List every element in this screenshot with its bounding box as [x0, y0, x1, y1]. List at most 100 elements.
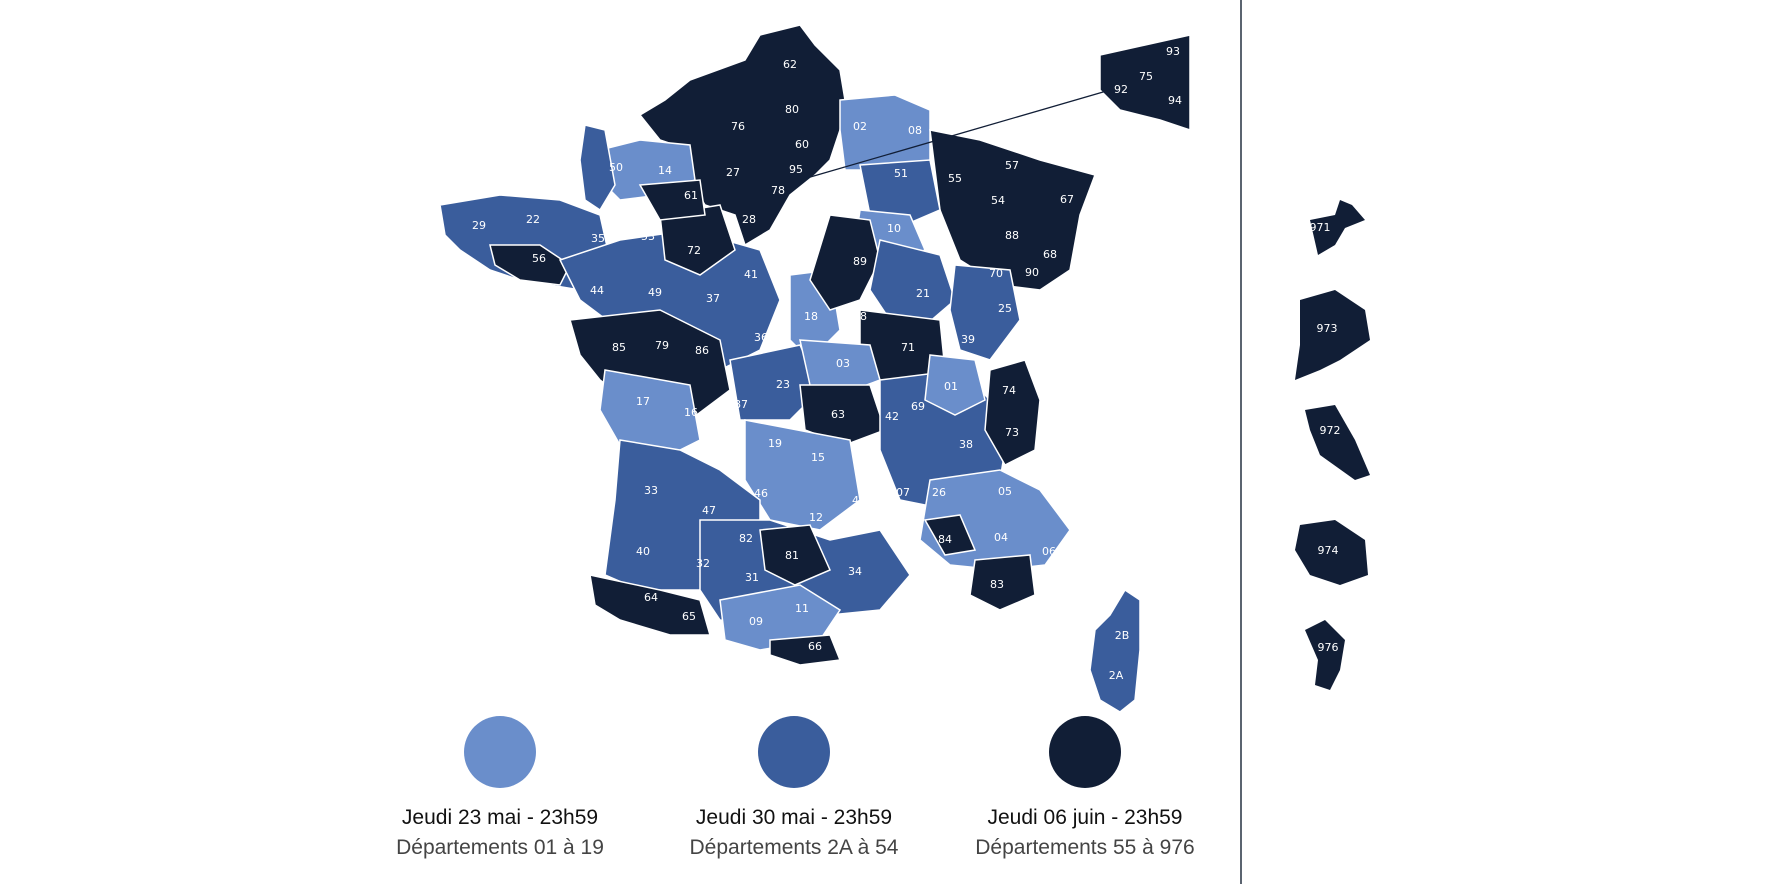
- region-shape-manche: [579, 124, 616, 212]
- department-label-29: 29: [472, 219, 486, 232]
- department-label-32: 32: [696, 557, 710, 570]
- legend-date: Jeudi 23 mai - 23h59: [401, 806, 599, 829]
- department-label-2B: 2B: [1115, 629, 1130, 642]
- region-shape-franche-comte: [949, 264, 1021, 361]
- department-label-37: 37: [706, 292, 720, 305]
- department-label-90: 90: [1025, 266, 1039, 279]
- department-label-972: 972: [1320, 424, 1341, 437]
- department-label-27: 27: [726, 166, 740, 179]
- department-label-76: 76: [731, 120, 745, 133]
- department-label-44: 44: [590, 284, 604, 297]
- region-shape-savoie: [984, 359, 1041, 466]
- department-label-25: 25: [998, 302, 1012, 315]
- region-shape-puy-de-dome: [799, 384, 886, 446]
- department-label-31: 31: [745, 571, 759, 584]
- department-label-85: 85: [612, 341, 626, 354]
- department-label-07: 07: [896, 486, 910, 499]
- department-label-43: 43: [869, 455, 883, 468]
- department-label-61: 61: [684, 189, 698, 202]
- department-label-57: 57: [1005, 159, 1019, 172]
- department-label-21: 21: [916, 287, 930, 300]
- region-shape-bourgogne-north: [809, 214, 881, 311]
- department-label-53: 53: [641, 230, 655, 243]
- department-label-68: 68: [1043, 248, 1057, 261]
- department-label-03: 03: [836, 357, 850, 370]
- department-label-51: 51: [894, 167, 908, 180]
- legend-date: Jeudi 30 mai - 23h59: [695, 806, 893, 829]
- department-label-56: 56: [532, 252, 546, 265]
- department-label-06: 06: [1042, 545, 1056, 558]
- paris-inset-connector: [799, 89, 1111, 181]
- legend-item-phase-3: Jeudi 06 juin - 23h59 Départements 55 à …: [955, 716, 1215, 860]
- paris-inset-shape: [1099, 34, 1191, 132]
- legend-range: Départements 2A à 54: [689, 836, 899, 859]
- region-shape-corse: [1089, 588, 1141, 713]
- department-label-94: 94: [1168, 94, 1182, 107]
- department-label-79: 79: [655, 339, 669, 352]
- department-label-65: 65: [682, 610, 696, 623]
- department-label-16: 16: [684, 406, 698, 419]
- region-shape-tarn: [759, 524, 831, 586]
- region-shape-pyrenees-orientales: [769, 634, 842, 666]
- department-label-971: 971: [1310, 221, 1331, 234]
- department-label-92: 92: [1114, 83, 1128, 96]
- department-label-55: 55: [948, 172, 962, 185]
- department-label-93: 93: [1166, 45, 1180, 58]
- department-label-974: 974: [1318, 544, 1339, 557]
- department-label-81: 81: [785, 549, 799, 562]
- legend-color-swatch: [464, 716, 536, 788]
- department-label-75: 75: [1139, 70, 1153, 83]
- department-label-46: 46: [754, 487, 768, 500]
- map-shapes: [439, 24, 1370, 713]
- department-label-34: 34: [848, 565, 862, 578]
- department-label-84: 84: [938, 533, 952, 546]
- overseas-shape-976: [1305, 620, 1345, 690]
- department-label-78: 78: [771, 184, 785, 197]
- department-label-47: 47: [702, 504, 716, 517]
- section-divider: [1240, 0, 1242, 884]
- department-label-39: 39: [961, 333, 975, 346]
- region-shape-marne: [859, 159, 941, 226]
- legend-range: Départements 01 à 19: [396, 836, 604, 859]
- department-label-976: 976: [1318, 641, 1339, 654]
- department-label-09: 09: [749, 615, 763, 628]
- department-label-14: 14: [658, 164, 672, 177]
- department-label-71: 71: [901, 341, 915, 354]
- region-shape-vaucluse: [923, 514, 977, 556]
- region-shape-cantal: [744, 419, 861, 531]
- department-label-42: 42: [885, 410, 899, 423]
- region-shape-orne: [638, 179, 706, 221]
- department-label-41: 41: [744, 268, 758, 281]
- department-label-28: 28: [742, 213, 756, 226]
- department-label-02: 02: [853, 120, 867, 133]
- overseas-shape-971: [1310, 200, 1365, 255]
- department-label-69: 69: [911, 400, 925, 413]
- department-label-89: 89: [853, 255, 867, 268]
- department-label-11: 11: [795, 602, 809, 615]
- department-label-48: 48: [852, 494, 866, 507]
- region-shape-var: [969, 554, 1036, 611]
- department-label-13: 13: [919, 554, 933, 567]
- department-label-10: 10: [887, 222, 901, 235]
- department-label-54: 54: [991, 194, 1005, 207]
- department-label-62: 62: [783, 58, 797, 71]
- department-label-59: 59: [850, 77, 864, 90]
- department-label-66: 66: [808, 640, 822, 653]
- department-label-88: 88: [1005, 229, 1019, 242]
- overseas-shape-974: [1295, 520, 1368, 585]
- department-label-05: 05: [998, 485, 1012, 498]
- department-label-04: 04: [994, 531, 1008, 544]
- department-label-77: 77: [825, 193, 839, 206]
- region-shape-sarthe: [659, 204, 736, 276]
- region-shape-pyrenees: [589, 574, 711, 636]
- department-label-30: 30: [890, 533, 904, 546]
- overseas-shape-972: [1305, 405, 1370, 480]
- department-label-08: 08: [908, 124, 922, 137]
- legend-range: Départements 55 à 976: [975, 836, 1195, 859]
- department-label-74: 74: [1002, 384, 1016, 397]
- department-label-91: 91: [785, 203, 799, 216]
- department-label-18: 18: [804, 310, 818, 323]
- department-label-01: 01: [944, 380, 958, 393]
